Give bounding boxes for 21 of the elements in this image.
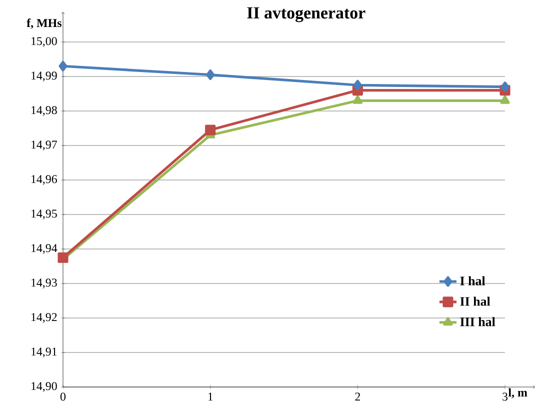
y-tick-label: 14,94 (32, 244, 58, 254)
y-tick-label: 14,93 (32, 278, 57, 288)
y-tick-label: 14,90 (32, 382, 57, 392)
y-tick-label: 14,95 (32, 210, 57, 220)
x-tick-label: 3 (502, 392, 508, 401)
legend-label: II hal (460, 296, 490, 306)
x-tick-label: 2 (355, 392, 360, 401)
y-tick-label: 14,96 (32, 175, 57, 185)
x-axis-title: l, m (508, 388, 528, 398)
x-tick-label: 1 (208, 392, 213, 401)
chart-title: II avtogenerator (247, 7, 366, 22)
y-tick-label: 15,00 (32, 37, 57, 47)
y-tick-label: 14,98 (32, 106, 57, 116)
legend-label: III hal (460, 317, 496, 326)
y-tick-label: 14,92 (32, 313, 57, 323)
x-tick-label: 0 (60, 392, 66, 401)
y-tick-label: 14,99 (32, 72, 57, 82)
legend-label: I hal (460, 276, 486, 286)
y-tick-label: 14,91 (32, 348, 57, 358)
y-axis-title: f, MHs (26, 18, 62, 29)
y-tick-label: 14,97 (32, 140, 57, 150)
